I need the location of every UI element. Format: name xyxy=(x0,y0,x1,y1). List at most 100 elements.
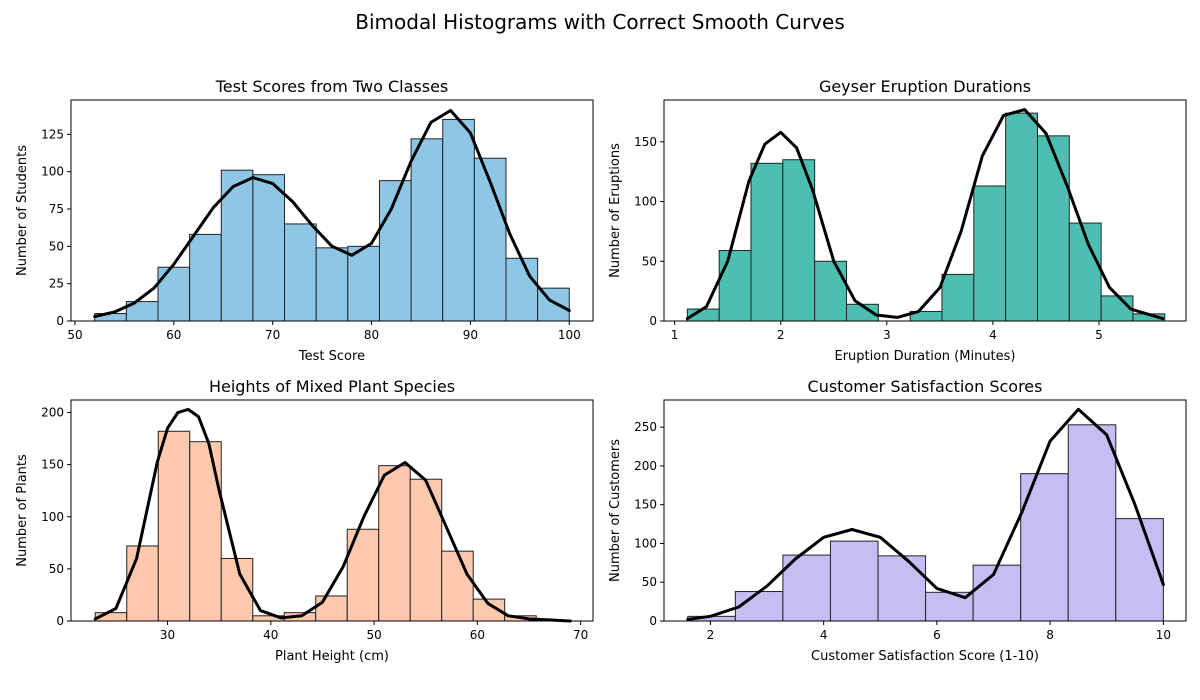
y-tick-label: 0 xyxy=(56,314,64,328)
x-tick-label: 30 xyxy=(160,628,175,642)
x-tick-label: 50 xyxy=(67,328,82,342)
histogram-bar xyxy=(505,257,539,322)
histogram-bar xyxy=(378,465,411,622)
y-tick-label: 50 xyxy=(642,254,657,268)
density-curve xyxy=(685,108,1165,321)
histogram-bar xyxy=(782,159,816,322)
histogram-bar xyxy=(1005,112,1038,322)
histogram-bar xyxy=(284,223,317,322)
x-tick-label: 60 xyxy=(166,328,181,342)
chart-title: Test Scores from Two Classes xyxy=(215,77,449,96)
x-tick-label: 40 xyxy=(263,628,278,642)
x-tick-label: 5 xyxy=(1095,328,1103,342)
x-tick-label: 1 xyxy=(671,328,679,342)
histogram-bar xyxy=(315,247,349,322)
density-curve xyxy=(93,407,572,623)
y-axis-label: Number of Students xyxy=(15,145,30,276)
y-tick-label: 100 xyxy=(41,510,64,524)
y-tick-label: 0 xyxy=(649,614,657,628)
density-curve xyxy=(686,407,1165,621)
x-tick-label: 100 xyxy=(558,328,581,342)
y-axis-label: Number of Customers xyxy=(608,439,623,582)
x-axis-label: Plant Height (cm) xyxy=(275,649,389,664)
y-tick-label: 50 xyxy=(642,575,657,589)
axes-frame xyxy=(70,399,594,622)
chart-title: Heights of Mixed Plant Species xyxy=(209,377,455,396)
x-axis-label: Eruption Duration (Minutes) xyxy=(835,349,1016,364)
figure-title: Bimodal Histograms with Correct Smooth C… xyxy=(355,10,845,34)
y-tick-label: 50 xyxy=(49,239,64,253)
histogram-bar xyxy=(941,273,975,322)
histogram-bar xyxy=(814,260,847,322)
x-axis-label: Customer Satisfaction Score (1-10) xyxy=(811,649,1039,664)
histogram-bar xyxy=(315,595,348,622)
y-tick-label: 100 xyxy=(634,195,657,209)
x-tick-label: 60 xyxy=(470,628,485,642)
x-tick-label: 4 xyxy=(989,328,997,342)
x-tick-label: 8 xyxy=(1046,628,1054,642)
y-tick-label: 200 xyxy=(41,406,64,420)
axes-frame xyxy=(663,99,1187,322)
axes-frame xyxy=(70,99,594,322)
chart-panel: 50 60 70 80 90 100 0 25 50 75 100 125 Test Scores fr… xyxy=(15,77,594,364)
histogram-bar xyxy=(718,250,752,322)
histogram-bar xyxy=(973,185,1007,322)
histogram-bar xyxy=(410,138,444,322)
x-tick-label: 10 xyxy=(1156,628,1171,642)
x-tick-label: 6 xyxy=(933,628,941,642)
histogram-bar xyxy=(409,478,443,622)
histogram-bar xyxy=(1115,518,1164,622)
histogram-bar xyxy=(734,591,784,622)
axes-frame xyxy=(663,399,1187,622)
histogram-bar xyxy=(252,174,286,322)
histogram-bar xyxy=(441,550,474,622)
y-tick-label: 200 xyxy=(634,459,657,473)
histogram-bar xyxy=(347,245,380,322)
x-tick-label: 2 xyxy=(777,328,785,342)
y-tick-label: 75 xyxy=(49,202,64,216)
histogram-bar xyxy=(1036,135,1070,322)
histogram-bar xyxy=(189,441,222,622)
x-tick-label: 4 xyxy=(820,628,828,642)
chart-panel: 30 40 50 60 70 0 50 100 150 200 Heights of Mixed P… xyxy=(15,377,594,664)
histogram-bar xyxy=(157,430,191,622)
x-tick-label: 90 xyxy=(463,328,478,342)
y-tick-label: 0 xyxy=(56,614,64,628)
x-tick-label: 2 xyxy=(707,628,715,642)
histogram-bar xyxy=(378,180,412,322)
y-tick-label: 150 xyxy=(634,135,657,149)
y-tick-label: 50 xyxy=(49,562,64,576)
histogram-bar xyxy=(189,233,222,322)
density-curve xyxy=(93,109,571,318)
y-tick-label: 250 xyxy=(634,420,657,434)
histogram-bar xyxy=(1067,424,1117,622)
y-tick-label: 150 xyxy=(41,458,64,472)
y-axis-label: Number of Eruptions xyxy=(608,143,623,278)
y-tick-label: 150 xyxy=(634,498,657,512)
x-tick-label: 70 xyxy=(573,628,588,642)
histogram-bar xyxy=(877,555,927,622)
y-tick-label: 125 xyxy=(41,127,64,141)
chart-title: Customer Satisfaction Scores xyxy=(808,377,1043,396)
y-tick-label: 100 xyxy=(41,165,64,179)
histogram-bar xyxy=(126,545,159,622)
x-tick-label: 80 xyxy=(364,328,379,342)
y-tick-label: 100 xyxy=(634,536,657,550)
y-tick-label: 25 xyxy=(49,277,64,291)
x-tick-label: 50 xyxy=(366,628,381,642)
x-tick-label: 70 xyxy=(265,328,280,342)
y-axis-label: Number of Plants xyxy=(15,454,30,567)
histogram-bar xyxy=(829,540,879,622)
y-tick-label: 0 xyxy=(649,314,657,328)
chart-title: Geyser Eruption Durations xyxy=(819,77,1031,96)
histogram-bar xyxy=(972,564,1022,622)
x-axis-label: Test Score xyxy=(298,349,365,364)
x-tick-label: 3 xyxy=(883,328,891,342)
histogram-bar xyxy=(442,118,475,322)
histogram-bar xyxy=(750,162,784,322)
histogram-bar xyxy=(1100,295,1134,322)
